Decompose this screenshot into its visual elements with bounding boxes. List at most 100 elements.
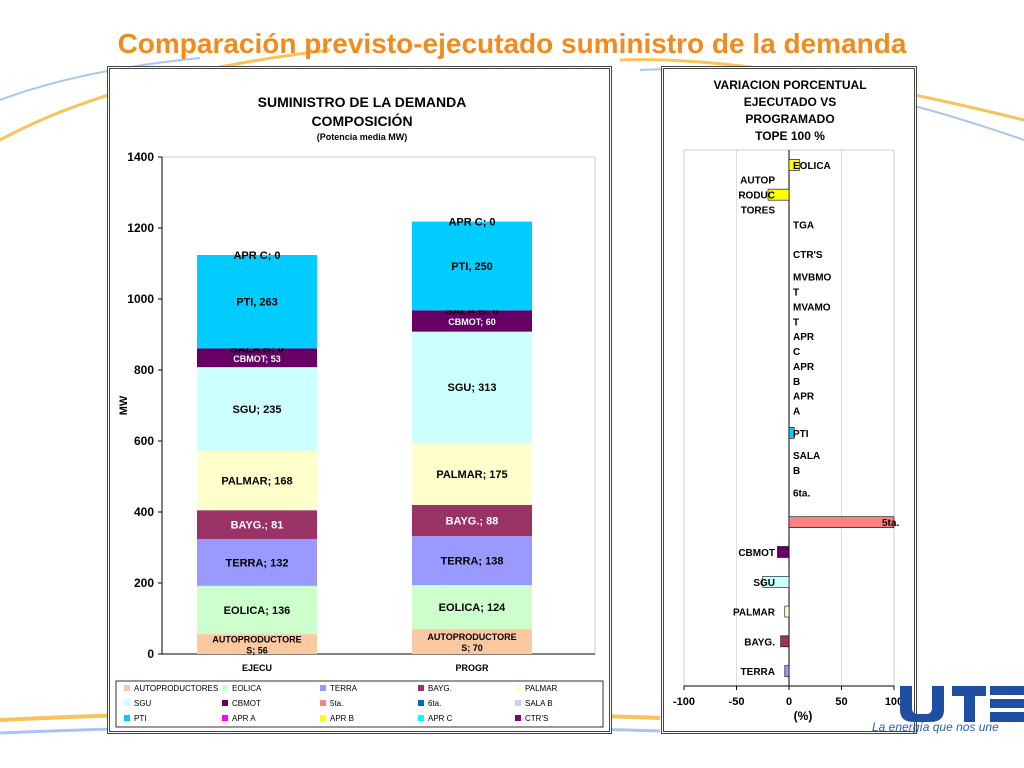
bar-segment: [412, 221, 532, 311]
data-label: BAYG.; 81: [231, 520, 284, 532]
y-tick-label: 1200: [127, 221, 154, 235]
variation-x-tick-label: 0: [786, 696, 792, 708]
data-label: AUTOPRODUCTORE S; 56: [212, 635, 301, 656]
legend-label: APR B: [330, 714, 354, 723]
variation-panel: VARIACION PORCENTUAL EJECUTADO VS PROGRAMA…: [661, 66, 917, 734]
bar-segment: [197, 367, 317, 451]
bar-segment: [412, 310, 532, 332]
legend-label: 5ta.: [330, 699, 343, 708]
variation-bar: [777, 546, 790, 558]
variation-bar: [780, 635, 790, 648]
legend-swatch: [320, 715, 326, 721]
bar-segment: [197, 254, 317, 349]
variation-bar: [788, 159, 800, 171]
chart-note: (Potencia media MW): [317, 132, 408, 142]
legend-swatch: [222, 715, 228, 721]
variation-category-label: MVAMO T: [793, 302, 831, 328]
data-label: CBMOT; 53: [233, 354, 281, 364]
y-tick-label: 1000: [127, 292, 154, 306]
variation-x-tick-label: -50: [729, 696, 745, 708]
variation-x-tick-label: 100: [885, 696, 903, 708]
x-tick-label: EJECU: [242, 663, 272, 673]
data-label: PALMAR; 175: [436, 469, 507, 481]
bar-segment: [412, 629, 532, 654]
legend-label: BAYG.: [428, 684, 452, 693]
variation-bar: [784, 605, 790, 618]
variation-x-tick-label: -100: [673, 696, 695, 708]
bar-segment: [197, 348, 317, 368]
chart-subtitle: COMPOSICIÓN: [311, 112, 412, 129]
variation-title-line: PROGRAMADO: [745, 112, 834, 126]
bar-segment: [197, 510, 317, 539]
data-label: SGU; 235: [233, 404, 282, 416]
variation-category-label: TGA: [793, 220, 814, 231]
data-label: TERRA; 132: [226, 557, 289, 569]
variation-bar: [788, 427, 795, 439]
bar-segment: [412, 504, 532, 537]
variation-bar: [762, 575, 790, 588]
legend-swatch: [124, 715, 130, 721]
legend-swatch: [320, 700, 326, 706]
variation-category-label: PTI: [793, 429, 809, 440]
data-label: EOLICA; 136: [224, 605, 291, 617]
legend-label: PTI: [134, 714, 146, 723]
variation-category-label: TERRA: [741, 667, 775, 678]
variation-category-label: CBMOT: [738, 548, 775, 559]
y-tick-label: 200: [134, 576, 154, 590]
bar-segment: [197, 634, 317, 654]
legend-box: [115, 680, 604, 728]
legend-swatch: [515, 715, 521, 721]
data-label: BAYG.; 88: [446, 516, 499, 528]
variation-bar: [788, 516, 895, 529]
y-tick-label: 600: [134, 434, 154, 448]
variation-category-label: AUTOP RODUC TORES: [738, 176, 775, 217]
variation-category-label: APR A: [793, 392, 815, 418]
variation-bar-chart: VARIACION PORCENTUAL EJECUTADO VS PROGRAMA…: [673, 78, 903, 723]
ute-logo: [900, 686, 1024, 722]
legend-label: SGU: [134, 699, 152, 708]
legend-swatch: [124, 700, 130, 706]
bar-segment: [412, 585, 532, 630]
legend-label: PALMAR: [525, 684, 558, 693]
bar-segment: [197, 450, 317, 511]
y-tick-label: 0: [147, 647, 154, 661]
legend-swatch: [418, 685, 424, 691]
data-label: APR C; 0: [233, 250, 280, 262]
variation-category-label: SGU: [753, 578, 775, 589]
variation-title-line: VARIACION PORCENTUAL: [713, 78, 866, 92]
variation-title-line: EJECUTADO VS: [744, 95, 836, 109]
chart-title: SUMINISTRO DE LA DEMANDA: [258, 94, 467, 110]
stacked-bar-chart: SUMINISTRO DE LA DEMANDA COMPOSICIÓN (Pote…: [115, 94, 604, 728]
data-label: PALMAR; 168: [221, 475, 292, 487]
legend-label: APR A: [232, 714, 256, 723]
data-label: APR C; 0: [448, 217, 495, 229]
data-label: PTI, 250: [451, 261, 493, 273]
legend-label: AUTOPRODUCTORES: [134, 684, 218, 693]
variation-category-label: EOLICA: [793, 161, 831, 172]
variation-category-label: PALMAR: [733, 608, 776, 619]
legend-label: TERRA: [330, 684, 358, 693]
bar-segment: [412, 331, 532, 443]
legend-label: CTR'S: [525, 714, 548, 723]
legend-swatch: [418, 715, 424, 721]
variation-bar: [767, 188, 790, 201]
data-label: EOLICA; 124: [439, 602, 507, 614]
data-label: SGU; 313: [448, 382, 497, 394]
variation-category-label: SALA B: [793, 451, 820, 477]
x-tick-label: PROGR: [455, 663, 489, 673]
variation-category-label: BAYG.: [744, 637, 775, 648]
legend-label: SALA B: [525, 699, 553, 708]
slogan: La energía que nos une: [872, 720, 999, 734]
y-tick-label: 1400: [127, 150, 154, 164]
data-label: TERRA; 138: [441, 556, 504, 568]
legend-swatch: [124, 685, 130, 691]
variation-category-label: APR B: [793, 362, 815, 388]
bar-segment: [197, 585, 317, 635]
legend-swatch: [320, 685, 326, 691]
legend-label: 6ta.: [428, 699, 441, 708]
variation-title-line: TOPE 100 %: [755, 129, 825, 143]
legend-swatch: [418, 700, 424, 706]
stacked-bar-panel: SUMINISTRO DE LA DEMANDA COMPOSICIÓN (Pote…: [107, 66, 612, 734]
variation-category-label: 6ta.: [793, 488, 810, 499]
y-tick-label: 400: [134, 505, 154, 519]
